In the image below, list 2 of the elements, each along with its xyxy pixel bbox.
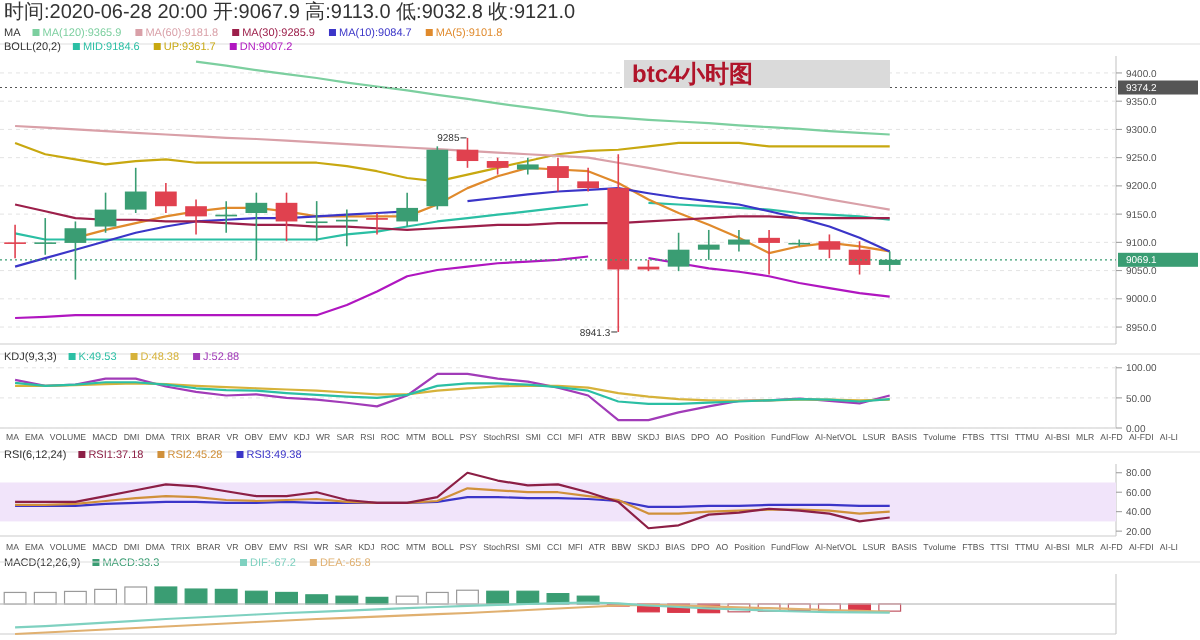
- chart-title: btc4小时图: [632, 60, 754, 88]
- text: 时间:2020-06-28 20:00 开:9067.9 高:9113.0 低:9032.8 收:9121.0: [4, 0, 576, 24]
